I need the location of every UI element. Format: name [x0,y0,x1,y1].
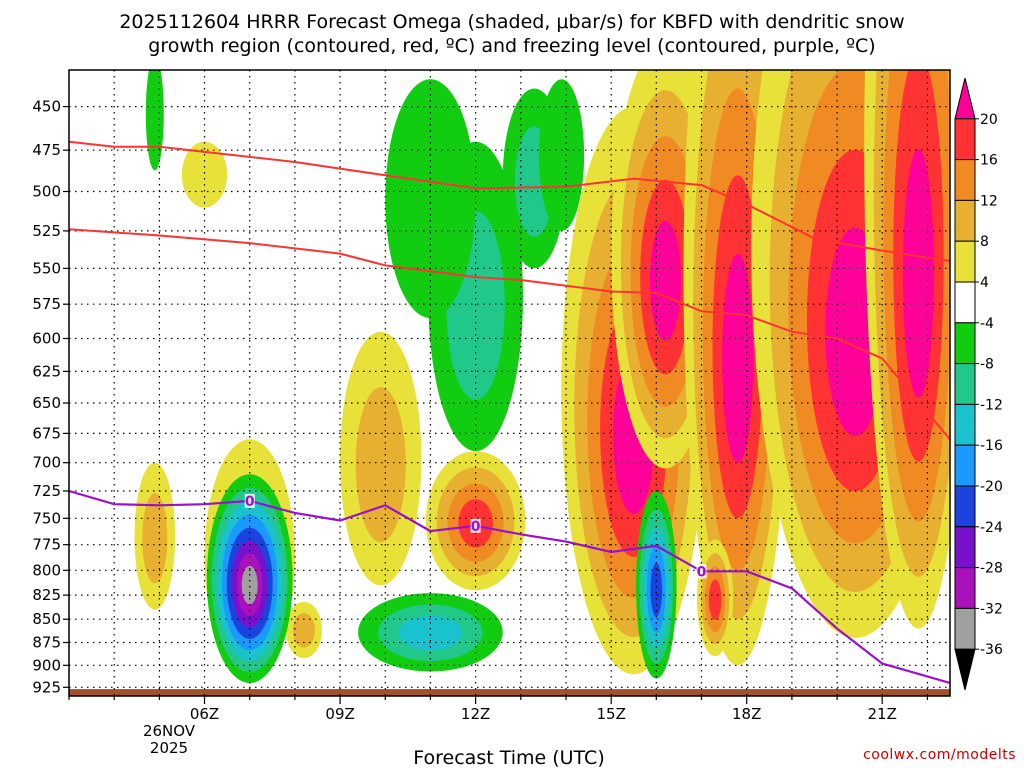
contour-lines: 0 0 0 [69,140,950,685]
freezing-label-bg [470,518,481,533]
y-tick-label-475: 475 [32,141,61,159]
colorbar-segment [954,567,976,609]
y-tick-label-875: 875 [32,634,61,652]
colorbar-label--8: -8 [980,357,994,373]
y-axis: 450 475 500 525 550 575 600 625 650 675 700 725 750 7… [32,98,69,696]
y-tick-label-800: 800 [32,561,61,579]
omega-contour-pos-4 [181,141,228,208]
colorbar-label--36: -36 [980,642,1003,658]
freezing-level-label: 0 [697,564,707,580]
colorbar-label--32: -32 [980,601,1003,617]
omega-contour-pos-8 [355,387,406,543]
plot-frame [68,69,951,697]
omega-contour-pos-20 [902,148,934,398]
colorbar-label-16: 16 [980,153,998,169]
x-tick-label-09Z: 09Z [325,705,354,723]
grid-lines [69,70,950,696]
y-tick-label-725: 725 [32,482,61,500]
y-tick-label-750: 750 [32,509,61,527]
y-tick-label-650: 650 [32,394,61,412]
colorbar-label--24: -24 [980,520,1003,536]
freezing-level-line [69,489,950,685]
x-tick-label-06Z: 06Z [190,705,219,723]
omega-contour-neg-12 [398,615,463,651]
y-tick-label-450: 450 [32,98,61,116]
omega-contour-neg-4 [145,70,164,171]
chart-title-line-1: 2025112604 HRRR Forecast Omega (shaded, … [119,11,904,33]
y-tick-label-575: 575 [32,295,61,313]
colorbar-label--20: -20 [980,479,1003,495]
colorbar-segment [954,403,976,446]
y-tick-label-675: 675 [32,424,61,442]
y-tick-label-925: 925 [32,678,61,696]
y-tick-label-625: 625 [32,362,61,380]
date-label-day: 26NOV [143,722,196,740]
freezing-label-bg [696,564,707,579]
colorbar-segment [954,444,976,487]
colorbar-segment [954,485,976,528]
dendritic-line--12C [69,140,950,262]
colorbar-label--16: -16 [980,438,1003,454]
colorbar-segment [954,322,976,365]
colorbar-segment [954,281,976,324]
x-axis: 06Z 09Z 12Z 15Z 18Z 21Z [68,696,929,723]
x-tick-label-18Z: 18Z [732,705,761,723]
colorbar-label-8: 8 [980,234,989,250]
colorbar-segment [954,118,976,161]
y-tick-label-775: 775 [32,536,61,554]
y-tick-label-825: 825 [32,586,61,604]
omega-contour-pos-8 [142,493,168,584]
colorbar-label-4: 4 [980,275,989,291]
freezing-level-label: 0 [471,519,481,535]
y-tick-label-850: 850 [32,610,61,628]
omega-contour-neg-32 [241,565,258,605]
freezing-label-bg [244,493,255,508]
colorbar: 20 16 12 8 4 -4 -8 -12 -16 -20 -24 -28 -32 -36 [954,77,1003,691]
omega-shading [134,70,950,683]
y-tick-label-900: 900 [32,656,61,674]
colorbar-segment [954,526,976,569]
colorbar-segment [954,159,976,201]
date-label-year: 2025 [150,739,188,757]
x-tick-label-21Z: 21Z [868,705,897,723]
omega-contour-pos-8 [292,613,315,648]
credit-text: coolwx.com/modelts [863,747,1016,763]
omega-contour-neg-4 [538,79,585,231]
dendritic-line--18C [69,228,950,441]
y-tick-label-500: 500 [32,183,61,201]
colorbar-label-12: 12 [980,193,998,209]
terrain-strip [69,689,950,696]
colorbar-segment [954,607,976,650]
colorbar-arrow-top [954,77,976,120]
freezing-level-label: 0 [245,494,255,510]
colorbar-label-20: 20 [980,112,998,128]
chart-title-line-2: growth region (contoured, red, ºC) and f… [148,35,875,57]
y-tick-label-525: 525 [32,222,61,240]
terrain-layer [69,689,950,696]
omega-contour-neg-4 [385,79,476,319]
x-tick-label-12Z: 12Z [461,705,490,723]
y-tick-label-550: 550 [32,259,61,277]
y-tick-label-700: 700 [32,454,61,472]
omega-contour-neg-20 [650,563,663,617]
colorbar-segment [954,199,976,242]
colorbar-label--28: -28 [980,561,1003,577]
omega-contour-pos-20 [649,221,681,341]
colorbar-arrow-bottom [954,648,976,691]
colorbar-label--4: -4 [980,316,994,332]
y-tick-label-600: 600 [32,330,61,348]
omega-contour-pos-16 [708,579,722,620]
omega-contour-pos-20 [722,253,754,463]
x-tick-label-15Z: 15Z [597,705,626,723]
colorbar-label--12: -12 [980,397,1003,413]
x-axis-label: Forecast Time (UTC) [413,747,604,768]
colorbar-segment [954,363,976,405]
colorbar-segment [954,240,976,283]
plot-area: 0 0 0 [69,70,950,696]
